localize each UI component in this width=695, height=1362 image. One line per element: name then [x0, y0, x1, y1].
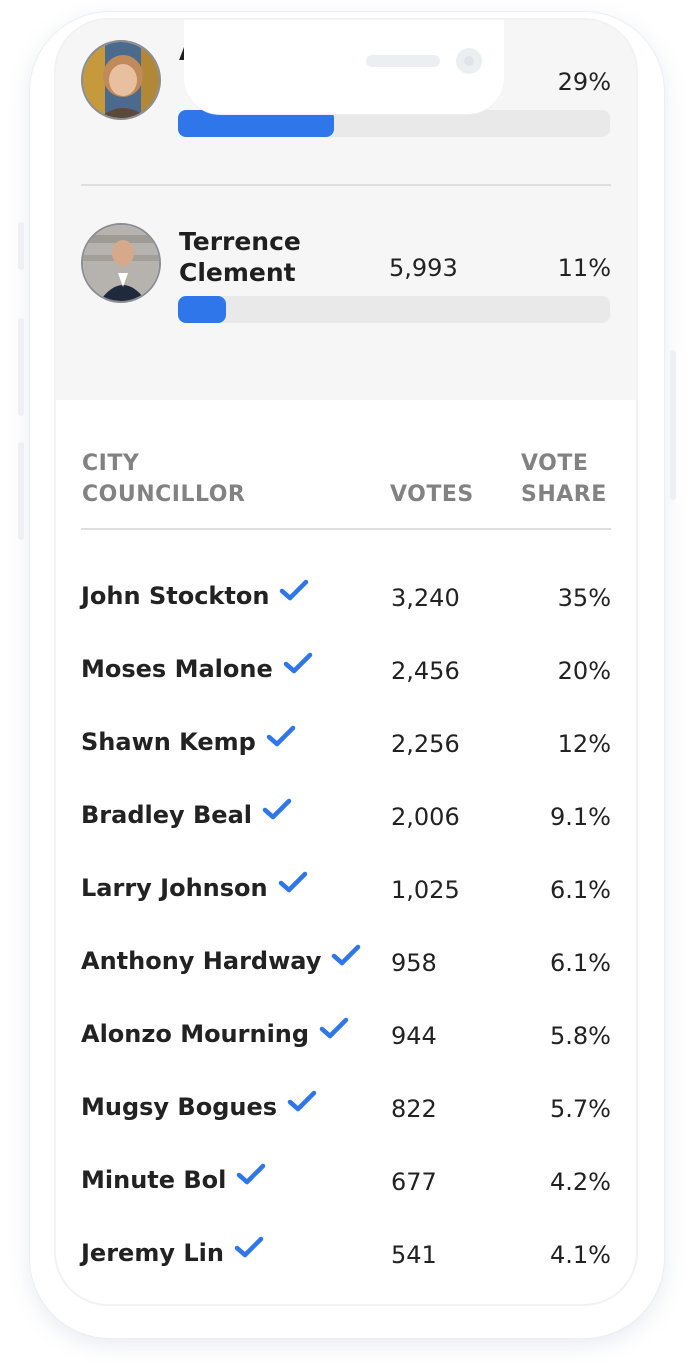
councillor-name: John Stockton: [81, 578, 309, 615]
councillor-row: Shawn Kemp 2,256 12%: [81, 724, 611, 764]
councillor-vote-share: 20%: [557, 657, 611, 685]
candidate-avatar: [81, 40, 161, 120]
candidate-name: Terrence Clement: [179, 227, 301, 287]
checkmark-icon: [279, 575, 309, 611]
candidate-progress-bar: [178, 296, 610, 323]
councillor-votes: 944: [391, 1022, 437, 1050]
councillor-name-text: Shawn Kemp: [81, 728, 256, 756]
checkmark-icon: [278, 867, 308, 903]
councillor-row: John Stockton 3,240 35%: [81, 578, 611, 618]
councillor-name: Alonzo Mourning: [81, 1016, 349, 1053]
header-line: SHARE: [521, 482, 607, 507]
councillor-row: Mugsy Bogues 822 5.7%: [81, 1089, 611, 1129]
checkmark-icon: [266, 721, 296, 757]
councillor-vote-share: 5.8%: [550, 1022, 611, 1050]
councillor-name-text: John Stockton: [81, 582, 270, 610]
camera-icon: [456, 48, 482, 74]
councillor-row: Larry Johnson 1,025 6.1%: [81, 870, 611, 910]
phone-side-button: [18, 222, 24, 270]
header-divider: [81, 528, 611, 530]
candidate-vote-share: 29%: [557, 68, 611, 96]
councillor-name: Larry Johnson: [81, 870, 308, 907]
divider: [81, 184, 611, 186]
councillor-vote-share: 9.1%: [550, 803, 611, 831]
column-header-vote-share: VOTE SHARE: [521, 448, 607, 510]
councillor-vote-share: 35%: [557, 584, 611, 612]
councillor-row: Jeremy Lin 541 4.1%: [81, 1235, 611, 1275]
checkmark-icon: [283, 648, 313, 684]
checkmark-icon: [287, 1086, 317, 1122]
councillor-row: Moses Malone 2,456 20%: [81, 651, 611, 691]
checkmark-icon: [262, 794, 292, 830]
councillor-votes: 822: [391, 1095, 437, 1123]
councillor-name: Shawn Kemp: [81, 724, 296, 761]
councillor-vote-share: 4.1%: [550, 1241, 611, 1269]
checkmark-icon: [319, 1013, 349, 1049]
candidate-progress-fill: [178, 110, 334, 137]
councillor-vote-share: 5.7%: [550, 1095, 611, 1123]
phone-screen: A... Arsenault 29% Terrence Clement 5,9: [56, 20, 636, 1304]
phone-side-button: [670, 350, 676, 500]
councillor-name: Moses Malone: [81, 651, 313, 688]
councillor-votes: 3,240: [391, 584, 460, 612]
checkmark-icon: [234, 1232, 264, 1268]
checkmark-icon: [331, 940, 361, 976]
councillor-name-text: Minute Bol: [81, 1166, 227, 1194]
councillor-vote-share: 6.1%: [550, 949, 611, 977]
councillor-name: Minute Bol: [81, 1162, 266, 1199]
speaker-grille: [366, 55, 440, 67]
header-line: COUNCILLOR: [82, 482, 246, 507]
councillor-name-text: Anthony Hardway: [81, 947, 322, 975]
councillor-row: Bradley Beal 2,006 9.1%: [81, 797, 611, 837]
councillor-votes: 2,256: [391, 730, 460, 758]
councillor-row: Minute Bol 677 4.2%: [81, 1162, 611, 1202]
phone-notch: [184, 20, 504, 114]
phone-side-button: [18, 442, 24, 540]
councillor-name-text: Alonzo Mourning: [81, 1020, 310, 1048]
councillor-votes: 2,006: [391, 803, 460, 831]
councillor-name-text: Bradley Beal: [81, 801, 252, 829]
mayor-candidate-row: A... Arsenault 29%: [81, 20, 611, 160]
councillor-row: Anthony Hardway 958 6.1%: [81, 943, 611, 983]
checkmark-icon: [236, 1159, 266, 1195]
councillor-vote-share: 6.1%: [550, 876, 611, 904]
candidate-vote-share: 11%: [557, 254, 611, 282]
column-header-councillor: CITY COUNCILLOR: [82, 448, 245, 510]
mayor-candidate-row: Terrence Clement 5,993 11%: [81, 220, 611, 330]
candidate-avatar: [81, 223, 161, 303]
phone-side-button: [18, 318, 24, 416]
councillor-votes: 677: [391, 1168, 437, 1196]
header-line: VOTE: [521, 451, 589, 476]
councillor-vote-share: 12%: [557, 730, 611, 758]
candidate-votes: 5,993: [389, 254, 458, 282]
councillor-name: Anthony Hardway: [81, 943, 361, 980]
candidate-progress-bar: [178, 110, 610, 137]
candidate-progress-fill: [178, 296, 226, 323]
councillor-name: Bradley Beal: [81, 797, 292, 834]
councillor-votes: 958: [391, 949, 437, 977]
councillor-name-text: Larry Johnson: [81, 874, 268, 902]
councillor-name-text: Moses Malone: [81, 655, 273, 683]
councillor-votes: 541: [391, 1241, 437, 1269]
councillor-vote-share: 4.2%: [550, 1168, 611, 1196]
councillor-votes: 1,025: [391, 876, 460, 904]
councillor-name: Mugsy Bogues: [81, 1089, 317, 1126]
column-header-votes: VOTES: [390, 482, 474, 507]
header-line: CITY: [82, 451, 140, 476]
councillor-name-text: Jeremy Lin: [81, 1239, 224, 1267]
councillor-name: Jeremy Lin: [81, 1235, 264, 1272]
councillor-name-text: Mugsy Bogues: [81, 1093, 278, 1121]
councillor-votes: 2,456: [391, 657, 460, 685]
councillor-row: Alonzo Mourning 944 5.8%: [81, 1016, 611, 1056]
